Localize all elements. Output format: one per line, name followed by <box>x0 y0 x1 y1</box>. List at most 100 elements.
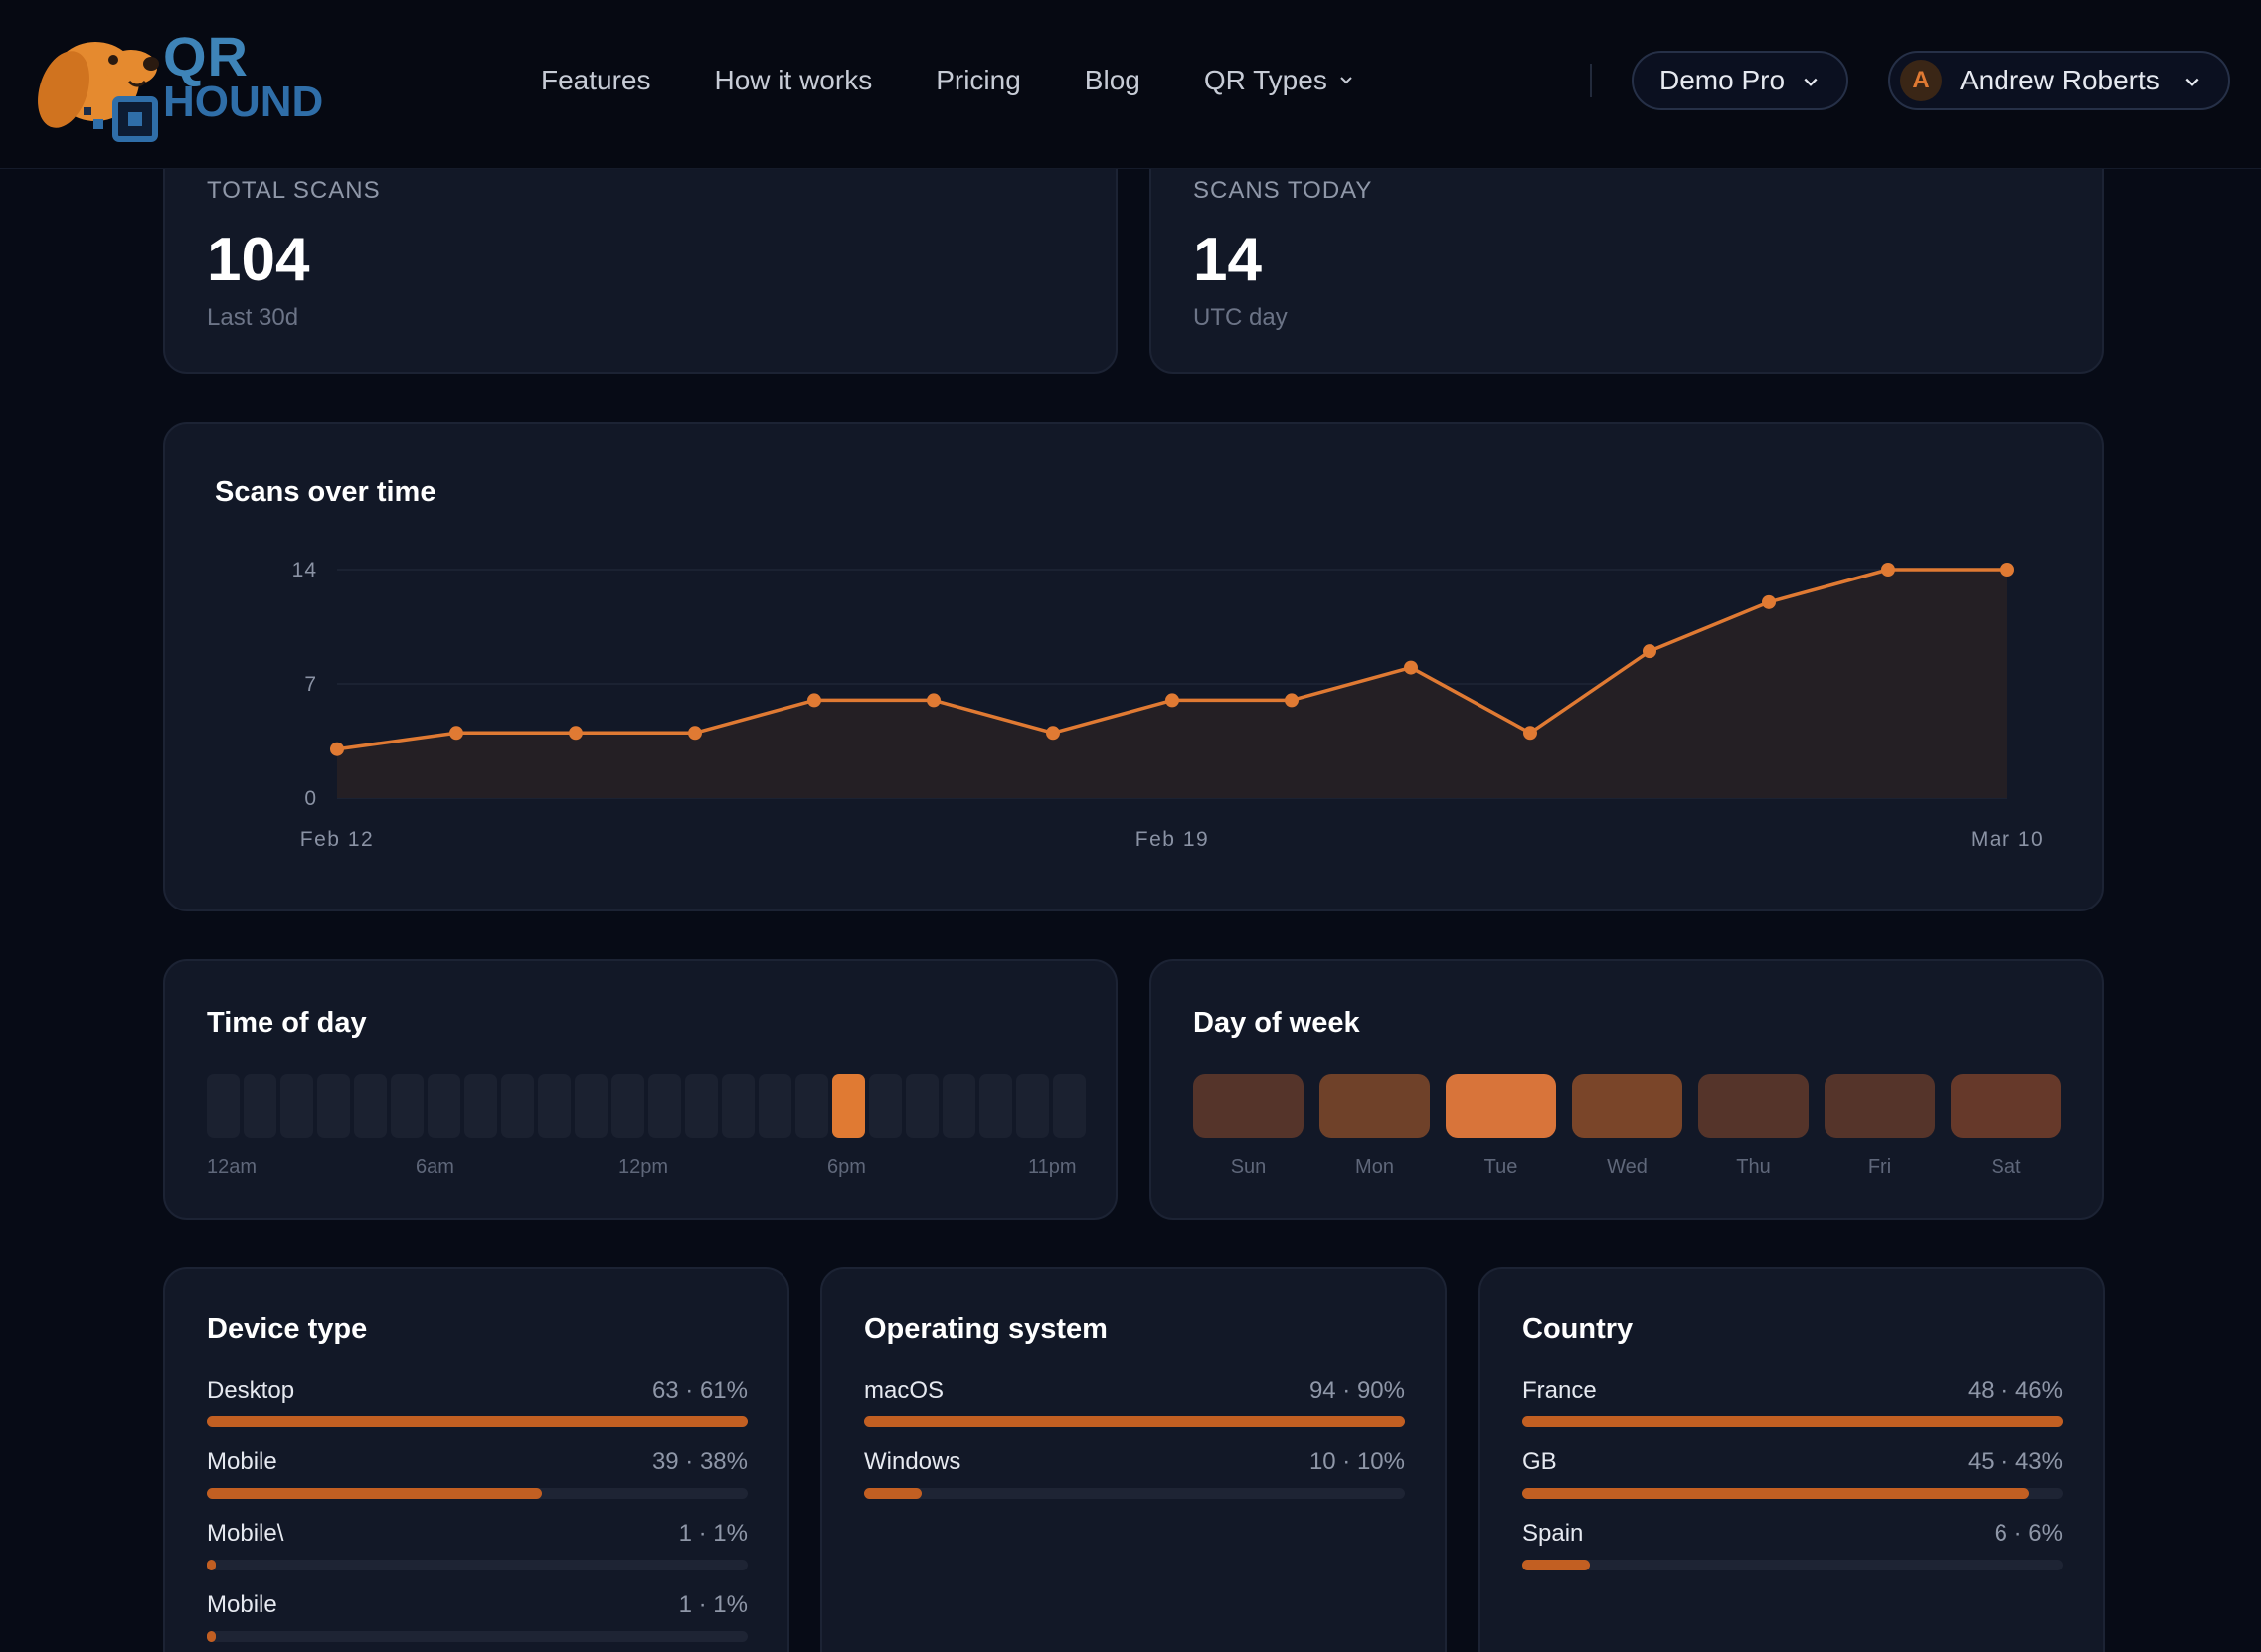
total-scans-card: TOTAL SCANS 104 Last 30d <box>163 139 1118 374</box>
logo-text-qr: QR <box>163 25 249 87</box>
tod-cell-hour-8 <box>501 1074 534 1138</box>
tod-label-11pm: 11pm <box>1028 1156 1077 1178</box>
country-title: Country <box>1522 1313 1634 1345</box>
tod-label-6am: 6am <box>416 1156 454 1178</box>
progress-track <box>207 1416 748 1427</box>
x-tick-label: Feb 12 <box>300 828 374 851</box>
data-point <box>807 693 821 708</box>
list-item: macOS 94 · 90% <box>864 1377 1405 1448</box>
data-point <box>1643 644 1656 659</box>
tod-label-12pm: 12pm <box>618 1156 669 1178</box>
data-point <box>1523 726 1537 741</box>
data-point <box>2000 563 2014 577</box>
tod-cell-hour-6 <box>428 1074 460 1138</box>
progress-track <box>1522 1560 2063 1570</box>
list-item: Desktop 63 · 61% <box>207 1377 748 1448</box>
tod-cell-hour-16 <box>795 1074 828 1138</box>
nav-divider <box>1590 64 1592 97</box>
dow-label-fri: Fri <box>1867 1156 1892 1178</box>
tod-cell-hour-12 <box>648 1074 681 1138</box>
nav-pricing-label: Pricing <box>936 65 1021 95</box>
data-point <box>1285 693 1299 708</box>
list-item-value: 48 · 46% <box>1967 1377 2063 1404</box>
day-of-week-card: Day of week Sun Mon Tue Wed Thu Fri Sat <box>1149 959 2104 1220</box>
list-item: Windows 10 · 10% <box>864 1448 1405 1520</box>
total-scans-value: 104 <box>207 226 310 294</box>
list-item-value: 94 · 90% <box>1308 1377 1405 1404</box>
logo-text-hound: HOUND <box>163 78 324 126</box>
plan-switcher-button[interactable]: Demo Pro <box>1632 51 1848 110</box>
progress-fill <box>207 1560 216 1570</box>
list-item: France 48 · 46% <box>1522 1377 2063 1448</box>
progress-fill <box>1522 1560 1590 1570</box>
nav-qr-types-label: QR Types <box>1203 65 1327 95</box>
tod-cell-hour-13 <box>685 1074 718 1138</box>
nav-features-label: Features <box>541 65 651 95</box>
nav-pricing[interactable]: Pricing <box>936 56 1021 105</box>
progress-fill <box>207 1631 216 1642</box>
scans-today-card: SCANS TODAY 14 UTC day <box>1149 139 2104 374</box>
tod-cell-hour-18 <box>869 1074 902 1138</box>
data-point <box>449 726 463 741</box>
data-point <box>330 742 344 756</box>
tod-cell-hour-7 <box>464 1074 497 1138</box>
dow-label-mon: Mon <box>1355 1156 1394 1178</box>
tod-cell-hour-20 <box>943 1074 975 1138</box>
data-point <box>1881 563 1895 577</box>
data-point <box>1762 594 1776 609</box>
plan-label: Demo Pro <box>1659 65 1786 95</box>
dow-cell-wed <box>1572 1074 1682 1138</box>
dow-label-wed: Wed <box>1607 1156 1648 1178</box>
tod-cell-hour-14 <box>722 1074 755 1138</box>
nav-blog[interactable]: Blog <box>1085 56 1140 105</box>
chevron-down-icon <box>2185 78 2199 86</box>
list-item-label: Mobile <box>207 1591 277 1618</box>
list-item-label: Mobile <box>207 1448 277 1475</box>
qr-hound-logo[interactable]: QR HOUND <box>34 20 332 144</box>
dow-label-tue: Tue <box>1483 1156 1518 1178</box>
chevron-down-icon <box>1804 78 1818 86</box>
progress-track <box>864 1488 1405 1499</box>
data-point <box>1404 660 1418 675</box>
tod-cell-hour-19 <box>906 1074 939 1138</box>
main-nav: Features How it works Pricing Blog QR Ty… <box>541 56 1417 105</box>
dow-cell-sat <box>1951 1074 2061 1138</box>
list-item-label: GB <box>1522 1448 1557 1475</box>
list-item: GB 45 · 43% <box>1522 1448 2063 1520</box>
list-item-label: Desktop <box>207 1377 295 1404</box>
country-card: Country France 48 · 46% GB 45 · 43% Spain 6 ·… <box>1478 1267 2105 1652</box>
scans-today-label: SCANS TODAY <box>1193 177 1373 204</box>
progress-track <box>1522 1488 2063 1499</box>
top-navbar: QR HOUND Features How it works Pricing B… <box>0 0 2261 169</box>
day-of-week-axis: Sun Mon Tue Wed Thu Fri Sat <box>1193 1156 2061 1179</box>
nav-blog-label: Blog <box>1084 65 1140 95</box>
chevron-down-icon <box>1340 77 1352 84</box>
list-item-label: macOS <box>864 1377 945 1404</box>
progress-fill <box>207 1488 543 1499</box>
scans-over-time-chart: 0 7 14 Feb 12 Feb 19 Mar 10 <box>292 559 2043 851</box>
tod-cell-hour-22 <box>1016 1074 1049 1138</box>
dow-cell-sun <box>1193 1074 1304 1138</box>
tod-cell-hour-11 <box>611 1074 644 1138</box>
total-scans-sub: Last 30d <box>207 304 299 331</box>
user-menu-button[interactable]: A Andrew Roberts <box>1888 51 2230 110</box>
y-tick-label: 0 <box>304 787 317 810</box>
nav-qr-types-dropdown[interactable]: QR Types <box>1204 56 1353 105</box>
progress-fill <box>864 1488 922 1499</box>
dow-cell-thu <box>1698 1074 1809 1138</box>
tod-cell-hour-4 <box>354 1074 387 1138</box>
list-item-value: 39 · 38% <box>651 1448 748 1475</box>
list-item-value: 10 · 10% <box>1308 1448 1405 1475</box>
nav-features[interactable]: Features <box>541 56 651 105</box>
tod-cell-hour-2 <box>280 1074 313 1138</box>
tod-cell-hour-1 <box>244 1074 276 1138</box>
user-name: Andrew Roberts <box>1960 65 2160 95</box>
nav-how-it-works[interactable]: How it works <box>715 56 873 105</box>
dow-label-sat: Sat <box>1991 1156 2021 1178</box>
operating-system-list: macOS 94 · 90% Windows 10 · 10% <box>864 1377 1405 1520</box>
tod-label-12am: 12am <box>207 1156 258 1178</box>
progress-track <box>1522 1416 2063 1427</box>
tod-cell-hour-10 <box>575 1074 608 1138</box>
avatar: A <box>1900 60 1942 101</box>
dow-cell-fri <box>1825 1074 1935 1138</box>
